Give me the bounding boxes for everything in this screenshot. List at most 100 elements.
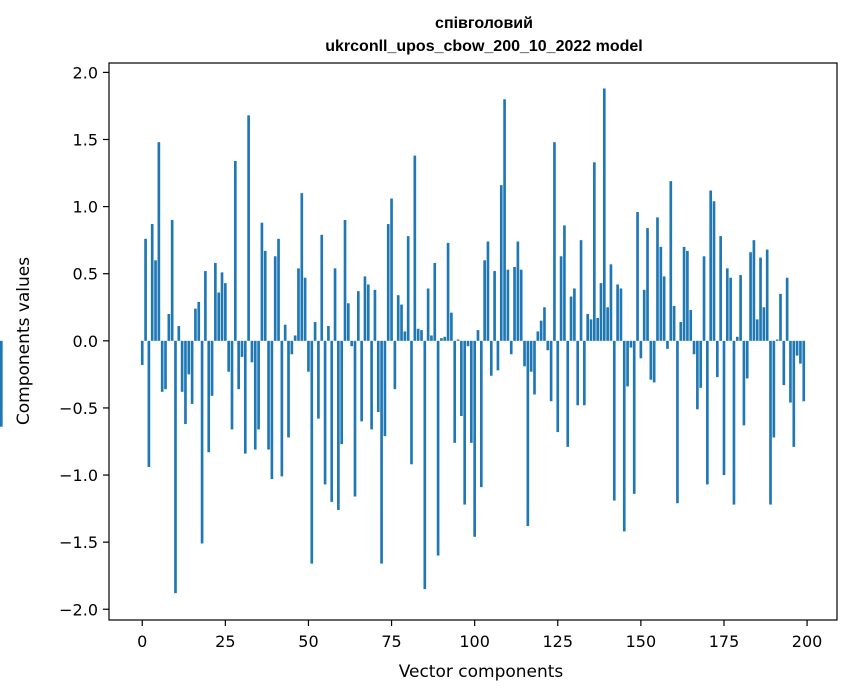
bar-181 <box>742 340 746 426</box>
bar-125 <box>556 340 560 433</box>
bar-179 <box>735 336 739 341</box>
bar-53 <box>317 340 320 419</box>
bar-38 <box>267 340 270 450</box>
bar-175 <box>722 340 726 476</box>
bar-196 <box>792 340 796 447</box>
bar-55 <box>323 340 327 485</box>
bar-94 <box>453 340 457 443</box>
bar-155 <box>656 217 659 341</box>
bar-102 <box>479 340 483 488</box>
bar-46 <box>293 335 297 341</box>
bar-114 <box>519 269 523 341</box>
bar-19 <box>204 271 207 341</box>
bar-37 <box>263 250 267 341</box>
bar-71 <box>376 340 380 412</box>
bar-165 <box>689 309 693 341</box>
bar-77 <box>396 295 400 341</box>
bar-15 <box>190 340 194 404</box>
bar-145 <box>622 340 626 532</box>
bar-59 <box>337 340 340 510</box>
bar-34 <box>253 340 257 450</box>
x-tick-label: 100 <box>459 632 490 651</box>
x-tick-label: 75 <box>381 632 401 651</box>
bar-22 <box>214 262 217 341</box>
bar-28 <box>233 160 237 341</box>
bar-74 <box>386 224 390 341</box>
bar-17 <box>197 301 201 341</box>
bar-4 <box>154 260 157 341</box>
bar-193 <box>782 340 786 386</box>
bar-119 <box>536 331 540 341</box>
bar-69 <box>370 340 373 430</box>
bar-43 <box>283 324 287 341</box>
bar-21 <box>210 340 214 396</box>
x-tick-label: 175 <box>709 632 740 651</box>
bar-161 <box>676 340 679 504</box>
bar-81 <box>410 340 413 465</box>
bar-199 <box>802 340 806 402</box>
bar-187 <box>762 307 766 341</box>
bar-54 <box>320 234 324 341</box>
y-tick-label: 2.0 <box>73 63 98 82</box>
bar-150 <box>639 340 643 359</box>
bar-146 <box>626 340 629 387</box>
bar-8 <box>167 313 171 341</box>
bar-25 <box>224 283 227 341</box>
bar-64 <box>353 340 357 497</box>
bar-52 <box>313 322 317 341</box>
bar-35 <box>257 340 260 430</box>
y-tick-label: −2.0 <box>59 600 98 619</box>
bar-87 <box>430 335 433 341</box>
bar-12 <box>180 340 184 392</box>
bar-23 <box>217 292 221 341</box>
bar-36 <box>260 222 264 341</box>
y-tick-label: 0.5 <box>73 265 98 284</box>
bar-75 <box>390 198 393 341</box>
chart-subtitle: ukrconll_upos_cbow_200_10_2022 model <box>325 38 642 55</box>
bar-176 <box>725 268 729 341</box>
y-axis: −2.0 −1.5 −1.0 −0.5 0.0 0.5 1.0 1.5 2.0 <box>59 63 109 619</box>
bar-99 <box>470 340 473 443</box>
bar-133 <box>583 340 586 406</box>
bar-73 <box>383 340 387 437</box>
bar-84 <box>420 330 423 341</box>
bar-32 <box>247 115 250 341</box>
bar-124 <box>553 142 556 341</box>
bar-171 <box>709 190 713 341</box>
y-tick-label: −1.0 <box>59 466 98 485</box>
bar-122 <box>546 340 550 351</box>
bar-143 <box>616 284 619 341</box>
bar-57 <box>330 340 334 502</box>
bar-1 <box>144 238 147 341</box>
bar-78 <box>400 304 403 341</box>
bar-169 <box>702 256 706 341</box>
bar-5 <box>157 142 161 341</box>
bar-130 <box>573 288 576 341</box>
bar-178 <box>732 340 736 505</box>
bar-101 <box>476 330 480 341</box>
bar-109 <box>503 99 506 341</box>
chart-title: співголовий <box>435 15 533 32</box>
bar-191 <box>775 339 779 341</box>
bar-60 <box>340 340 344 445</box>
bar-61 <box>343 220 347 341</box>
y-tick-label: −1.5 <box>59 533 98 552</box>
bar-136 <box>593 162 596 341</box>
bar-47 <box>297 268 300 341</box>
bar-141 <box>609 264 613 341</box>
bar-153 <box>649 340 653 380</box>
bar-128 <box>566 340 570 447</box>
bar-111 <box>509 340 513 355</box>
bar-83 <box>416 328 420 341</box>
bar-195 <box>789 340 792 403</box>
bar-110 <box>506 269 510 341</box>
bar-70 <box>373 289 377 341</box>
plot-frame <box>108 62 838 621</box>
bar-129 <box>569 296 573 341</box>
bar-182 <box>745 340 749 379</box>
y-axis-label: Components values <box>14 257 34 425</box>
bar-72 <box>380 340 383 564</box>
bar-44 <box>287 340 290 438</box>
bar-177 <box>729 277 732 341</box>
